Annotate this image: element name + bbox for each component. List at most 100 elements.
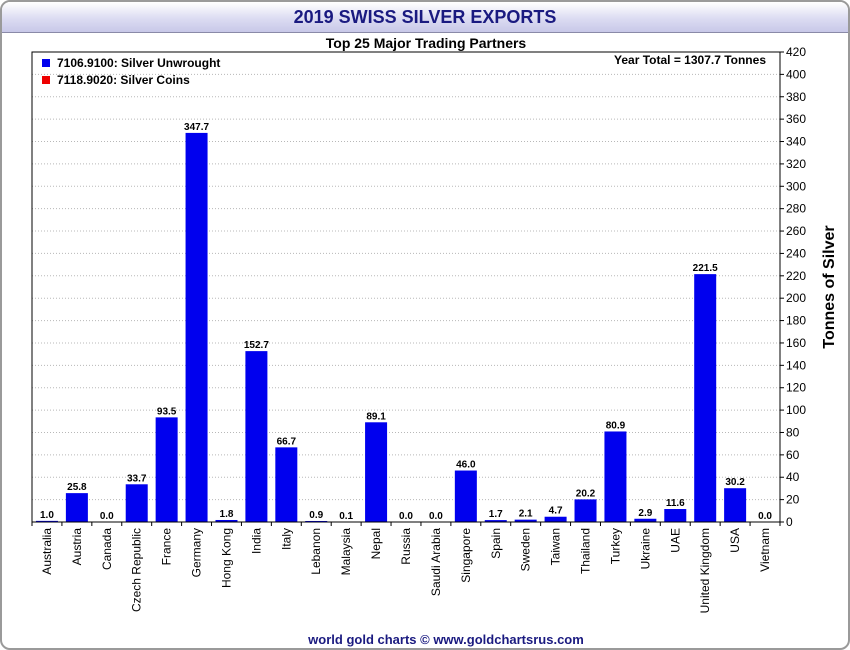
category-label: Vietnam (758, 528, 772, 572)
bar (275, 447, 298, 522)
category-label: Turkey (608, 528, 622, 564)
category-label: Hong Kong (219, 528, 233, 588)
category-label: Germany (190, 528, 204, 577)
data-label: 80.9 (606, 420, 626, 431)
data-label: 0.0 (100, 511, 114, 522)
bar (185, 132, 208, 522)
category-label: Taiwan (549, 528, 563, 565)
y-tick-label: 340 (786, 135, 806, 149)
category-label: France (160, 528, 174, 566)
y-tick-label: 420 (786, 45, 806, 59)
y-tick-label: 320 (786, 157, 806, 171)
bar (454, 470, 477, 522)
category-label: Austria (70, 528, 84, 566)
category-label: Thailand (579, 528, 593, 574)
data-label: 0.1 (339, 511, 353, 522)
data-label: 347.7 (184, 122, 209, 133)
bar (65, 493, 88, 522)
data-label: 11.6 (666, 498, 685, 509)
category-label: Sweden (519, 528, 533, 571)
chart-subtitle: Top 25 Major Trading Partners (326, 35, 527, 51)
category-label: Italy (279, 528, 293, 550)
y-tick-label: 160 (786, 336, 806, 350)
category-label: Saudi Arabia (429, 528, 443, 596)
data-label: 0.9 (309, 510, 323, 521)
category-label: Czech Republic (130, 528, 144, 612)
y-tick-label: 100 (786, 403, 806, 417)
category-label: United Kingdom (698, 528, 712, 613)
legend-label-coins: 7118.9020: Silver Coins (57, 73, 190, 87)
data-label: 0.0 (429, 511, 443, 522)
chart-title: 2019 SWISS SILVER EXPORTS (293, 7, 557, 27)
data-label: 30.2 (725, 477, 745, 488)
bar (514, 519, 537, 522)
y-tick-label: 380 (786, 90, 806, 104)
data-label: 1.0 (40, 510, 54, 521)
bar (544, 516, 567, 522)
data-label: 93.5 (157, 406, 177, 417)
y-tick-label: 60 (786, 448, 800, 462)
category-label: Australia (40, 528, 54, 575)
x-axis: Australia Austria Canada Czech Republic Fran… (31, 522, 781, 613)
data-label: 2.9 (638, 508, 652, 519)
y-tick-label: 220 (786, 269, 806, 283)
legend-label-unwrought: 7106.9100: Silver Unwrought (57, 56, 220, 70)
bar (664, 509, 687, 522)
grid (32, 73, 780, 501)
y-tick-label: 240 (786, 246, 806, 260)
bar (155, 417, 178, 522)
bar (245, 351, 268, 522)
data-label: 221.5 (693, 263, 718, 274)
y-tick-label: 260 (786, 224, 806, 238)
y-tick-label: 180 (786, 314, 806, 328)
category-label: Malaysia (339, 528, 353, 576)
bar (484, 520, 507, 522)
y-tick-label: 20 (786, 493, 800, 507)
category-label: USA (728, 528, 742, 553)
y-tick-label: 40 (786, 470, 800, 484)
legend-swatch-coins (42, 76, 50, 84)
bar (634, 518, 657, 522)
data-label: 2.1 (519, 509, 533, 520)
data-label: 152.7 (244, 340, 269, 351)
category-label: India (249, 528, 263, 554)
bar (604, 431, 627, 522)
y-tick-label: 140 (786, 358, 806, 372)
category-label: Lebanon (309, 528, 323, 575)
legend-swatch-unwrought (42, 59, 50, 67)
data-label: 46.0 (456, 460, 476, 471)
bar (694, 274, 717, 522)
y-tick-label: 300 (786, 179, 806, 193)
data-label: 4.7 (549, 506, 563, 517)
category-label: Ukraine (638, 528, 652, 570)
bars: 1.0 25.8 0.0 33.7 93.5 347.7 1.8 152.7 66.7 0.9 0.… (35, 122, 772, 522)
legend: 7106.9100: Silver Unwrought 7118.9020: S… (42, 56, 220, 87)
data-label: 0.0 (399, 511, 413, 522)
y-tick-label: 0 (786, 515, 793, 529)
data-label: 1.8 (220, 509, 234, 520)
category-label: Canada (100, 528, 114, 570)
y-tick-label: 200 (786, 291, 806, 305)
data-label: 33.7 (127, 473, 147, 484)
y-axis-label: Tonnes of Silver (821, 225, 838, 348)
y-tick-label: 360 (786, 112, 806, 126)
category-label: Nepal (369, 528, 383, 559)
y-tick-label: 80 (786, 425, 800, 439)
data-label: 1.7 (489, 509, 503, 520)
bar (574, 499, 597, 522)
y-tick-label: 280 (786, 202, 806, 216)
plot-area-border (31, 51, 781, 523)
bar (35, 520, 58, 522)
y-axis: 0 20 40 60 80 100 120 140 160 180 200 220 240 260 280 3… (780, 45, 806, 529)
data-label: 66.7 (277, 436, 297, 447)
year-total-annotation: Year Total = 1307.7 Tonnes (614, 53, 766, 67)
bar (215, 519, 238, 522)
bar (125, 484, 148, 522)
category-label: Spain (489, 528, 503, 559)
data-label: 0.0 (758, 511, 772, 522)
data-label: 20.2 (576, 488, 596, 499)
bar (724, 488, 747, 522)
y-tick-label: 120 (786, 381, 806, 395)
